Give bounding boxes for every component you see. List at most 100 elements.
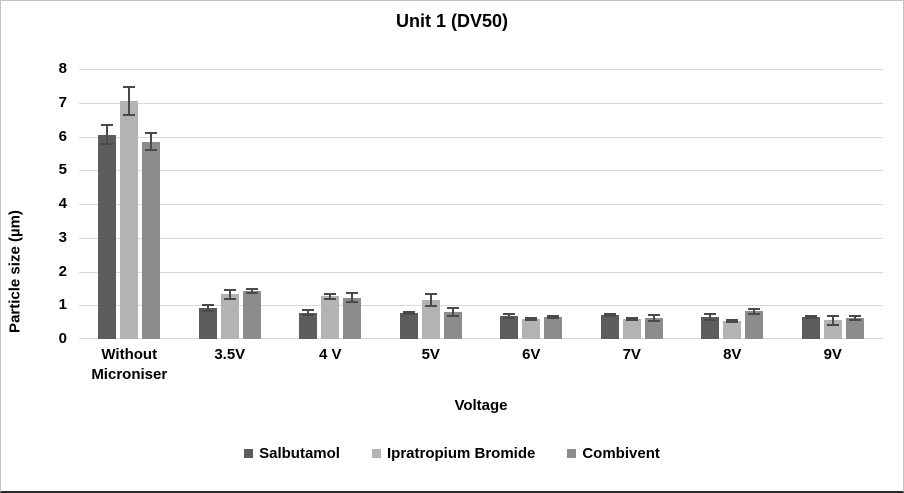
error-bar-line <box>451 308 454 316</box>
bar-group <box>180 69 281 339</box>
bar-slot <box>242 69 261 339</box>
error-bar-cap <box>424 293 437 296</box>
bar-slot <box>98 69 117 339</box>
error-bar-cap <box>123 114 136 117</box>
error-bar-cap <box>145 132 158 135</box>
error-bar-line <box>652 314 655 322</box>
error-bar-line <box>508 313 511 319</box>
bar <box>443 312 462 339</box>
legend-label: Ipratropium Bromide <box>386 445 536 462</box>
gridline <box>79 69 883 70</box>
bar-group <box>582 69 683 339</box>
legend-swatch-icon <box>567 449 577 458</box>
error-bar-cap <box>324 292 337 295</box>
y-tick-label: 3 <box>58 228 67 246</box>
bar <box>242 290 261 339</box>
error-bar-cap <box>748 307 761 310</box>
error-bar-line <box>351 293 354 303</box>
bar-slot <box>142 69 161 339</box>
error-bar-cap <box>603 315 616 318</box>
error-bar-cap <box>748 313 761 316</box>
error-bar-cap <box>245 287 258 290</box>
bar-slot <box>522 69 541 339</box>
legend-swatch-icon <box>371 449 381 458</box>
y-tick-label: 2 <box>58 262 67 280</box>
bar-slot <box>845 69 864 339</box>
error-bar-line <box>831 316 834 325</box>
error-bar-line <box>150 133 153 150</box>
legend-item: Combivent <box>567 445 660 462</box>
plot-area: Particle size (µm) <box>7 69 884 339</box>
y-tick-label: 5 <box>58 161 67 179</box>
gridline <box>79 271 883 273</box>
error-bar-line <box>731 319 734 322</box>
x-axis-title: Voltage <box>454 397 508 414</box>
error-bar-line <box>407 312 410 315</box>
error-bar-cap <box>402 311 415 313</box>
bar-group <box>381 69 482 339</box>
error-bar-line <box>307 310 310 316</box>
bar-slot <box>220 69 239 339</box>
error-bar-cap <box>145 149 158 151</box>
bar-slot <box>544 69 563 339</box>
bar <box>600 315 619 339</box>
x-tick-label: 5V <box>421 346 440 363</box>
gridline <box>79 338 883 339</box>
error-bar-cap <box>223 289 236 292</box>
error-bar-line <box>429 294 432 307</box>
error-bar-line <box>709 314 712 320</box>
bar-slot <box>198 69 217 339</box>
bar <box>723 320 742 339</box>
bar <box>98 134 117 339</box>
bar-group <box>783 69 884 339</box>
error-bar-cap <box>101 124 114 127</box>
bar <box>500 316 519 339</box>
bar <box>220 294 239 339</box>
gridline <box>79 102 883 104</box>
bar-group <box>682 69 783 339</box>
gridline <box>79 170 883 172</box>
bar-slot <box>421 69 440 339</box>
bar-slot <box>500 69 519 339</box>
error-bar-cap <box>525 318 538 321</box>
bar <box>142 141 161 339</box>
bar <box>644 318 663 339</box>
legend-item: Salbutamol <box>244 445 340 462</box>
error-bar-cap <box>324 297 337 300</box>
legend-item: Ipratropium Bromide <box>371 445 536 462</box>
bar-slot <box>321 69 340 339</box>
error-bar-cap <box>848 315 861 318</box>
error-bar-line <box>228 290 231 299</box>
error-bar-cap <box>704 318 717 321</box>
error-bar-cap <box>123 85 136 88</box>
legend-label: Combivent <box>582 445 660 462</box>
bar <box>745 311 764 339</box>
error-bar-cap <box>245 291 258 294</box>
gridline <box>79 237 883 239</box>
error-bar-cap <box>625 317 638 320</box>
bar-slot <box>723 69 742 339</box>
bar-group <box>280 69 381 339</box>
error-bar-cap <box>848 318 861 321</box>
y-tick-label: 1 <box>58 296 67 314</box>
bar-slot <box>622 69 641 339</box>
error-bar-line <box>552 315 555 318</box>
y-tick-label: 0 <box>58 330 67 347</box>
error-bar-cap <box>603 313 616 316</box>
bar-slot <box>801 69 820 339</box>
error-bar-cap <box>704 313 717 316</box>
gridline <box>79 204 883 205</box>
error-bar-line <box>206 304 209 311</box>
error-bar-cap <box>525 316 538 319</box>
error-bar-cap <box>826 323 839 326</box>
bar-slot <box>644 69 663 339</box>
error-bar-cap <box>547 314 560 317</box>
bar <box>321 296 340 339</box>
error-bar-line <box>250 288 253 293</box>
y-tick-label: 8 <box>58 60 67 77</box>
error-bar-cap <box>647 320 660 323</box>
gridline <box>79 136 883 138</box>
bar <box>622 319 641 339</box>
bar-slot <box>600 69 619 339</box>
